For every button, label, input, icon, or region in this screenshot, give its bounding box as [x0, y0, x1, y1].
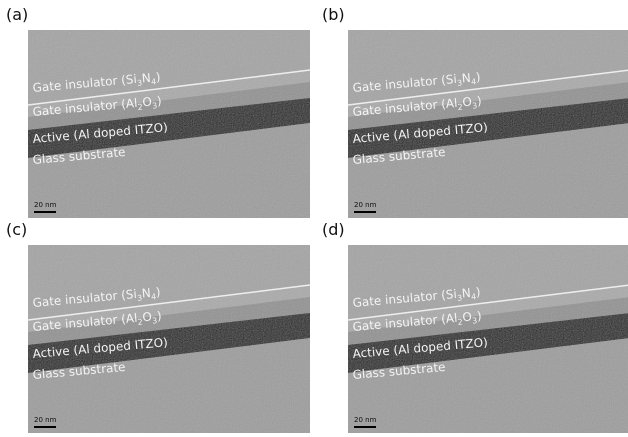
panel-label: (d): [322, 220, 345, 239]
label-text: O: [142, 310, 153, 325]
image-layers: [28, 30, 310, 218]
label-text: O: [462, 310, 473, 325]
panel-label: (a): [6, 5, 28, 24]
image-layers: [348, 30, 628, 218]
scale-bar-label: 20 nm: [354, 416, 377, 424]
scale-bar-label: 20 nm: [354, 201, 377, 209]
image-layers: [28, 245, 310, 433]
image-layers: [348, 245, 628, 433]
panel-label: (b): [322, 5, 345, 24]
figure: (a)Gate insulator (Si3N4)Gate insulator …: [0, 0, 628, 433]
tem-image: Gate insulator (Si3N4)Gate insulator (Al…: [348, 245, 628, 433]
tem-image: Gate insulator (Si3N4)Gate insulator (Al…: [348, 30, 628, 218]
tem-image: Gate insulator (Si3N4)Gate insulator (Al…: [28, 245, 310, 433]
scale-bar-label: 20 nm: [34, 416, 57, 424]
panel-label: (c): [6, 220, 27, 239]
scale-bar-label: 20 nm: [34, 201, 57, 209]
label-text: O: [462, 95, 473, 110]
label-text: O: [142, 95, 153, 110]
tem-image: Gate insulator (Si3N4)Gate insulator (Al…: [28, 30, 310, 218]
